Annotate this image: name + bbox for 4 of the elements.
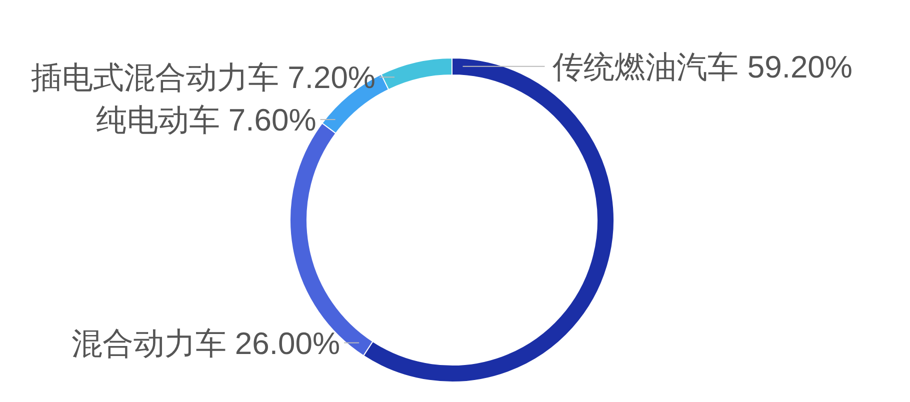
- slice-label: 插电式混合动力车 7.20%: [30, 60, 376, 96]
- slice-label: 传统燃油汽车 59.20%: [552, 49, 853, 84]
- slice-label: 混合动力车 26.00%: [71, 326, 340, 361]
- slice-label: 纯电动车 7.60%: [96, 102, 316, 138]
